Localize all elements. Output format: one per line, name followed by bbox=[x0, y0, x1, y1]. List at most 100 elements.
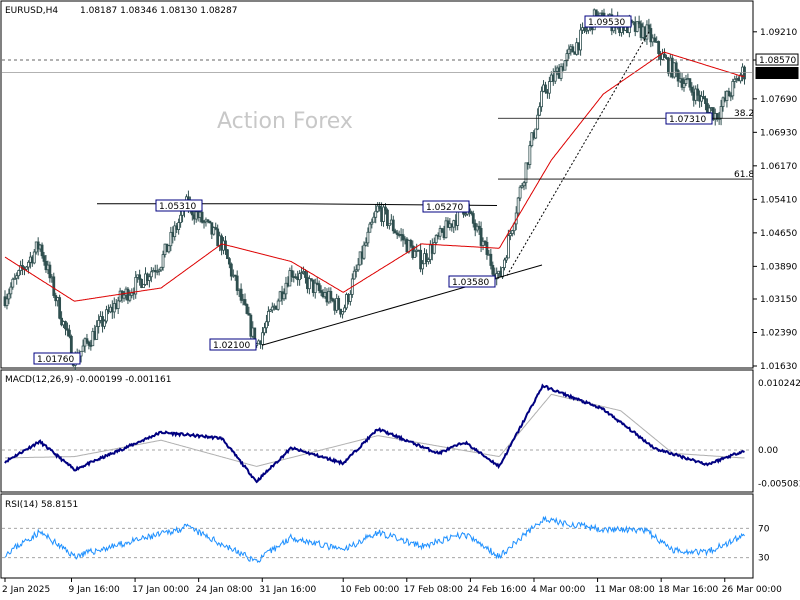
candle-body bbox=[579, 29, 582, 51]
candle-body bbox=[134, 276, 138, 295]
candle-body bbox=[637, 21, 641, 25]
candle-body bbox=[25, 266, 28, 270]
candle-body bbox=[149, 271, 153, 278]
candle-body bbox=[680, 78, 684, 88]
candle-body bbox=[227, 258, 231, 265]
price-panel bbox=[0, 0, 754, 369]
macd-layer bbox=[2, 383, 752, 484]
candle-body bbox=[7, 293, 11, 300]
last-price-box bbox=[755, 67, 799, 80]
candle-body bbox=[304, 271, 307, 278]
candle-body bbox=[739, 74, 742, 82]
candle-body bbox=[544, 84, 547, 93]
candle-body bbox=[567, 48, 571, 55]
candle-body bbox=[516, 197, 520, 214]
candle-body bbox=[288, 270, 292, 287]
candle-body bbox=[540, 90, 543, 108]
candle-body bbox=[438, 228, 442, 237]
candle-body bbox=[27, 261, 30, 268]
candle-body bbox=[81, 345, 85, 352]
candle-body bbox=[313, 282, 317, 293]
price-y-tick-label: 1.02390 bbox=[760, 328, 797, 338]
candle-body bbox=[179, 214, 183, 224]
candle-body bbox=[393, 230, 397, 234]
candle-body bbox=[384, 206, 387, 211]
fibonacci-label: 38.2 bbox=[734, 109, 754, 119]
price-label: 1.09530 bbox=[588, 18, 625, 28]
price-label-box bbox=[665, 112, 713, 125]
candle-body bbox=[524, 162, 528, 184]
candle-body bbox=[479, 227, 483, 246]
candle-body bbox=[395, 232, 399, 235]
candle-body bbox=[354, 269, 358, 272]
macd-title: MACD(12,26,9) -0.000199 -0.001161 bbox=[5, 375, 171, 385]
candle-body bbox=[491, 265, 495, 275]
price-label: 1.07310 bbox=[669, 115, 706, 125]
candle-body bbox=[495, 273, 499, 280]
candle-body bbox=[676, 70, 680, 82]
candle-body bbox=[645, 24, 649, 40]
candle-body bbox=[97, 320, 101, 327]
candle-body bbox=[202, 221, 206, 224]
last-price-label: 1.08287 bbox=[759, 70, 796, 80]
candle-body bbox=[169, 231, 173, 247]
candle-body bbox=[265, 321, 268, 329]
candle-body bbox=[733, 78, 737, 82]
candle-body bbox=[276, 300, 280, 310]
candle-body bbox=[157, 269, 161, 272]
candle-body bbox=[378, 205, 382, 209]
x-tick-label: 11 Mar 08:00 bbox=[595, 585, 655, 595]
price-label: 1.03580 bbox=[452, 278, 489, 288]
candle-body bbox=[702, 96, 705, 100]
x-tick-label: 26 Mar 00:00 bbox=[722, 585, 782, 595]
x-tick-label: 24 Jan 08:00 bbox=[196, 585, 253, 595]
price-y-tick-label: 1.06170 bbox=[760, 162, 797, 172]
price-label-box bbox=[209, 338, 257, 351]
x-tick-label: 2 Jan 2025 bbox=[2, 585, 50, 595]
x-tick-label: 9 Jan 16:00 bbox=[68, 585, 120, 595]
candle-body bbox=[688, 78, 692, 88]
candle-body bbox=[208, 220, 212, 224]
candle-body bbox=[87, 341, 91, 346]
candle-body bbox=[528, 145, 532, 165]
candle-body bbox=[206, 219, 210, 222]
price-label-box bbox=[448, 275, 496, 288]
candle-body bbox=[155, 270, 159, 273]
candle-body bbox=[425, 253, 428, 262]
candle-body bbox=[67, 329, 71, 337]
price-y-tick-label: 1.04650 bbox=[760, 229, 797, 239]
price-label: 1.02100 bbox=[213, 341, 250, 351]
candle-body bbox=[267, 310, 270, 323]
x-tick-label: 4 Mar 00:00 bbox=[531, 585, 586, 595]
candle-body bbox=[563, 60, 567, 71]
candle-body bbox=[715, 113, 719, 120]
candle-body bbox=[103, 320, 106, 327]
candle-body bbox=[17, 270, 21, 277]
candle-body bbox=[731, 81, 735, 97]
candle-body bbox=[665, 57, 668, 59]
candle-body bbox=[5, 298, 9, 306]
candle-body bbox=[331, 298, 335, 302]
candle-body bbox=[337, 298, 341, 310]
candle-body bbox=[663, 53, 666, 58]
candle-body bbox=[58, 297, 62, 319]
candle-body bbox=[707, 107, 711, 113]
candle-body bbox=[653, 37, 657, 42]
candle-body bbox=[674, 62, 678, 71]
candle-body bbox=[401, 234, 405, 241]
candle-body bbox=[386, 209, 389, 226]
candle-body bbox=[307, 278, 311, 290]
candle-body bbox=[147, 276, 151, 281]
candle-body bbox=[126, 288, 130, 301]
candle-body bbox=[647, 24, 651, 29]
candle-body bbox=[15, 275, 19, 279]
candle-body bbox=[409, 240, 413, 247]
price-label-box bbox=[155, 199, 203, 212]
candle-body bbox=[684, 79, 688, 84]
candle-body bbox=[9, 286, 13, 295]
rsi-y-tick-label: 30 bbox=[758, 554, 770, 564]
price-label-box bbox=[422, 200, 470, 213]
watermark: Action Forex bbox=[217, 109, 353, 134]
candle-body bbox=[343, 307, 346, 313]
